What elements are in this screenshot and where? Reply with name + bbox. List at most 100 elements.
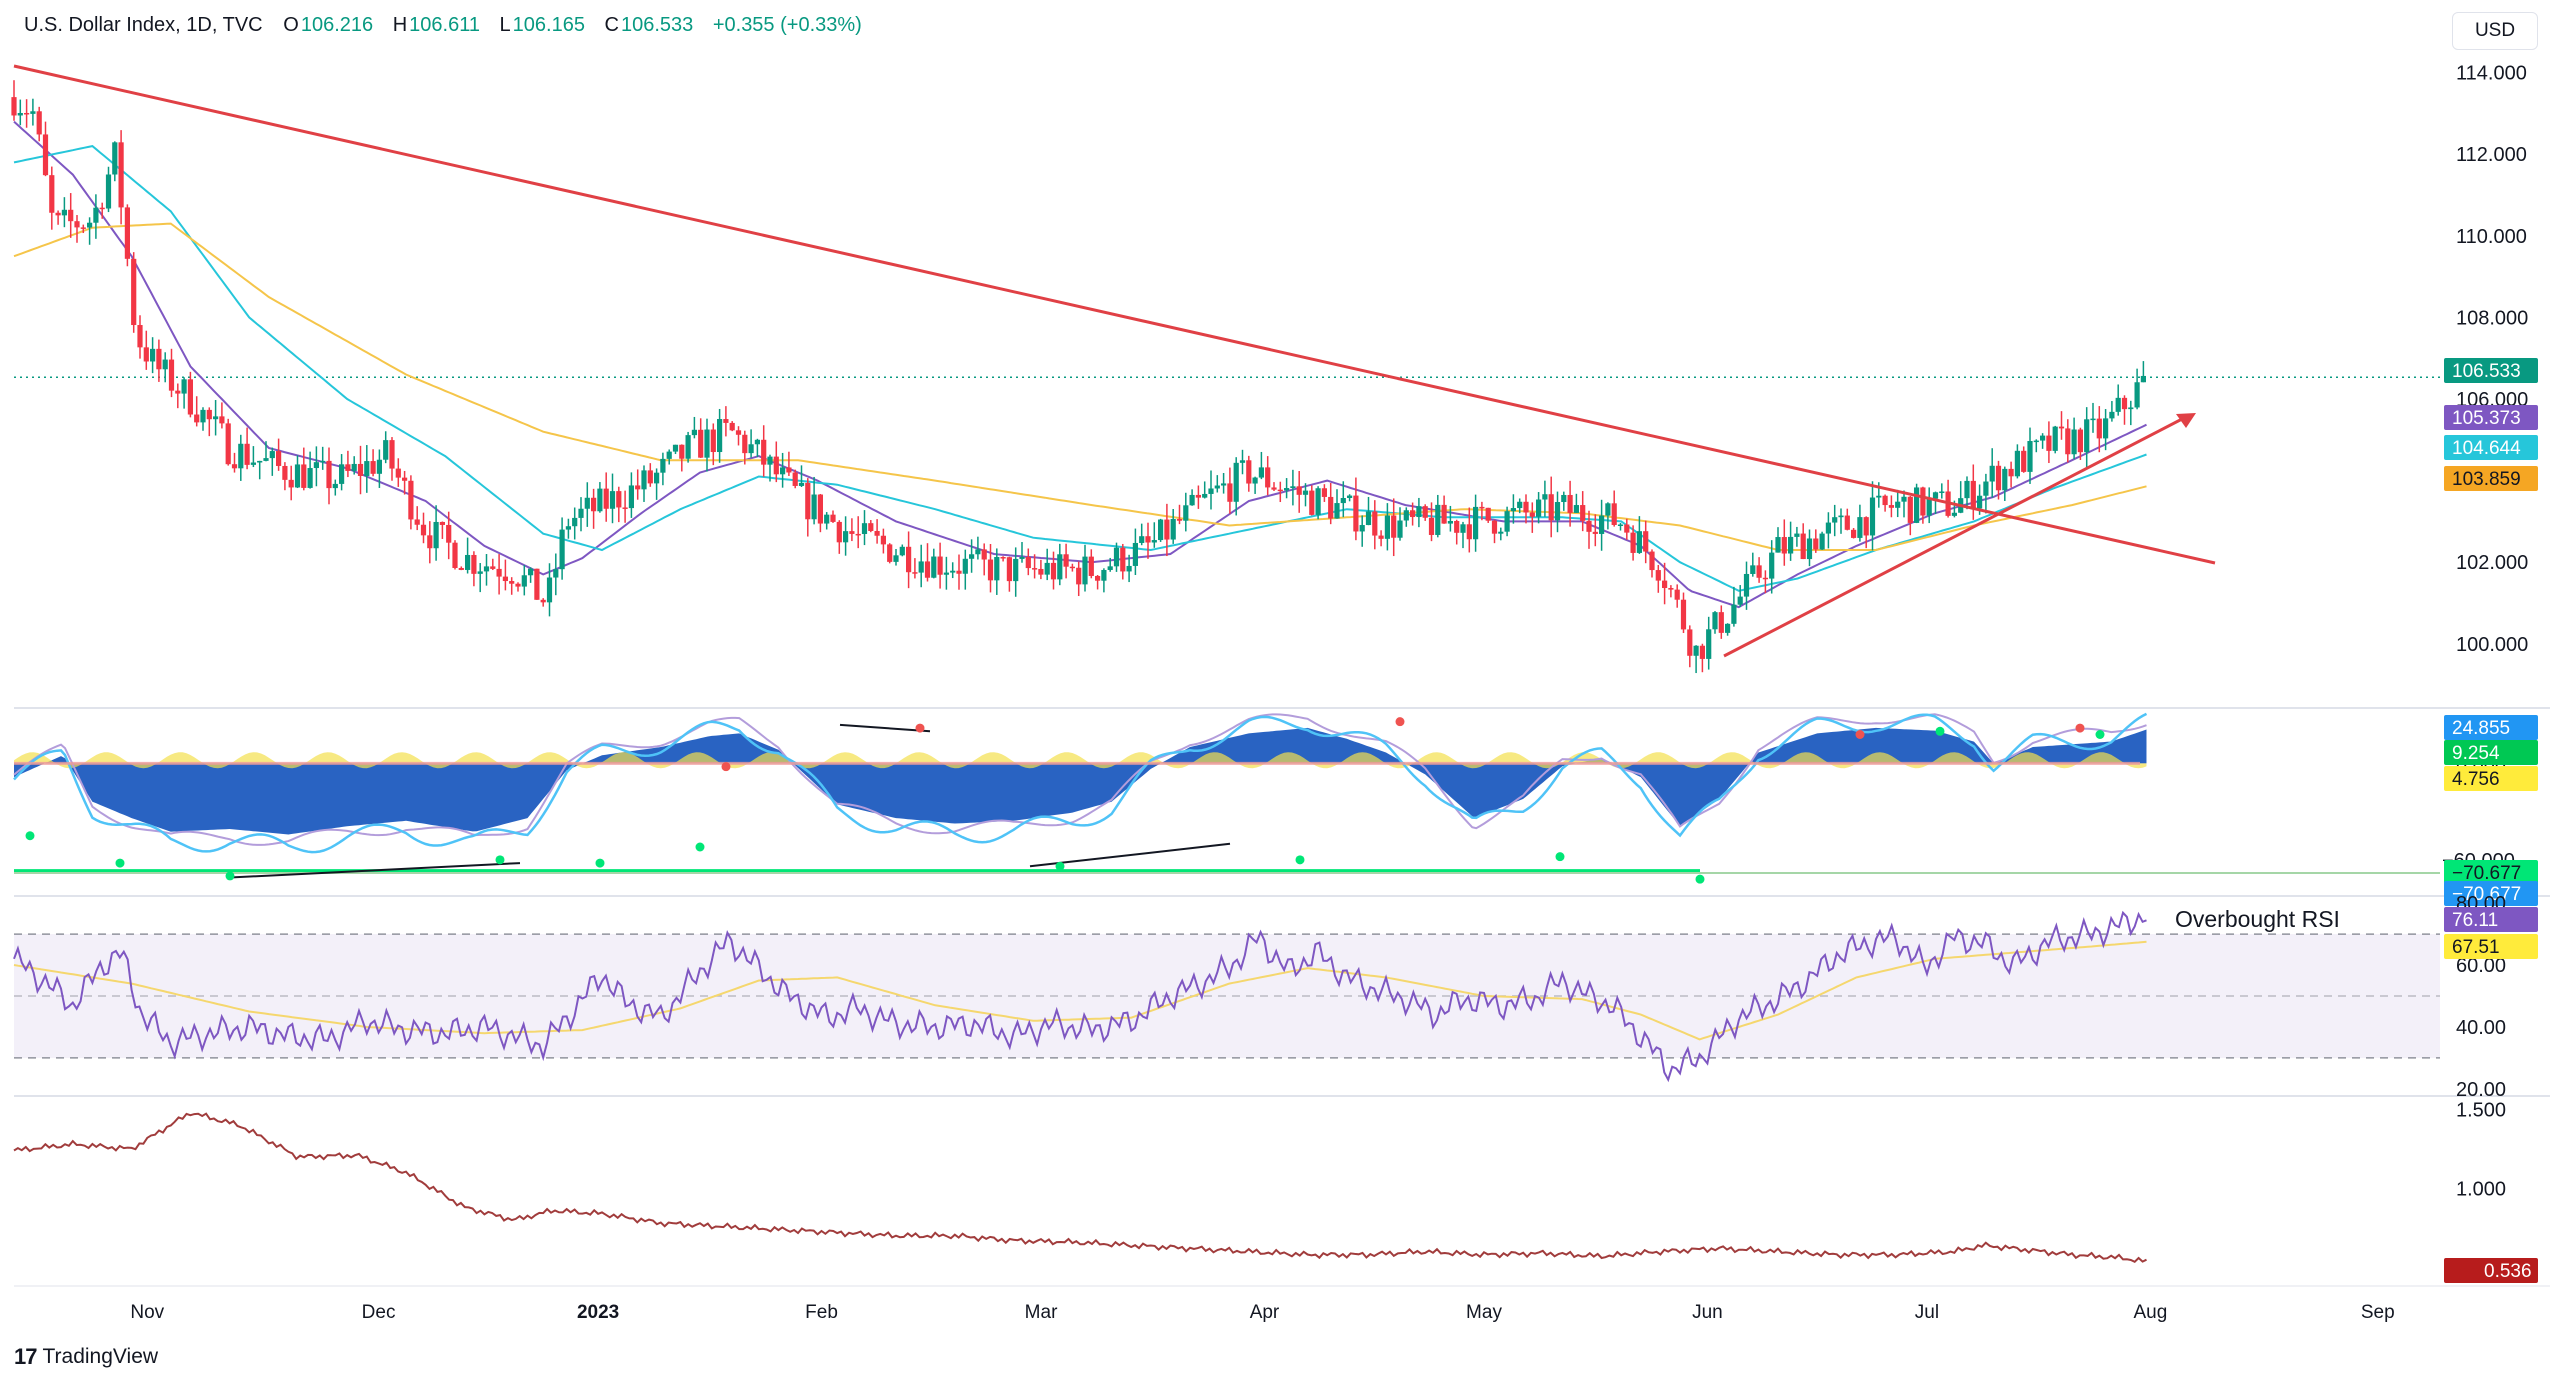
candle-body bbox=[1762, 577, 1768, 580]
candle-body bbox=[36, 111, 42, 135]
open-value: 106.216 bbox=[300, 14, 374, 36]
candle-body bbox=[1825, 522, 1831, 534]
candle-body bbox=[332, 483, 338, 489]
oscillator-signal-line bbox=[13, 713, 2147, 846]
candle-body bbox=[465, 554, 471, 570]
candle-body bbox=[603, 488, 609, 509]
candle-body bbox=[439, 521, 445, 525]
candle-body bbox=[452, 542, 458, 568]
candle-body bbox=[1630, 532, 1636, 553]
candle-body bbox=[1907, 496, 1913, 523]
candle-body bbox=[1321, 488, 1327, 497]
candle-body bbox=[1970, 480, 1976, 509]
divergence-line-1 bbox=[229, 862, 521, 879]
candle-body bbox=[666, 451, 672, 459]
candle-body bbox=[843, 531, 849, 543]
candle-body bbox=[288, 479, 294, 488]
low-value: 106.165 bbox=[512, 14, 585, 36]
osc-value-badge bbox=[2444, 766, 2538, 791]
candle-body bbox=[1706, 629, 1712, 659]
candle-body bbox=[1315, 488, 1321, 515]
price-tick-label: 114.000 bbox=[2456, 63, 2527, 85]
candle-body bbox=[1800, 533, 1806, 560]
osc-value-label: 4.756 bbox=[2452, 769, 2500, 790]
candle-body bbox=[2134, 382, 2140, 408]
candle-body bbox=[1680, 599, 1687, 630]
open-label: O bbox=[283, 14, 299, 36]
time-tick-label: Dec bbox=[362, 1302, 396, 1323]
candle-body bbox=[635, 485, 641, 490]
candle-body bbox=[1296, 486, 1302, 495]
candle-body bbox=[855, 533, 861, 536]
candle-body bbox=[257, 460, 263, 463]
oscillator-signal-dot bbox=[695, 842, 705, 852]
candle-body bbox=[1592, 531, 1598, 534]
candle-body bbox=[1939, 491, 1945, 493]
oscillator-signal-dot bbox=[25, 831, 35, 841]
candle-body bbox=[55, 212, 61, 216]
candle-body bbox=[502, 576, 508, 582]
candle-body bbox=[200, 409, 206, 423]
candle-body bbox=[565, 526, 571, 530]
divergence-line-2 bbox=[1029, 842, 1231, 868]
candle-body bbox=[74, 221, 80, 228]
candle-body bbox=[1233, 462, 1239, 502]
candle-body bbox=[1176, 519, 1183, 521]
candle-body bbox=[515, 583, 521, 587]
candle-body bbox=[1806, 538, 1813, 560]
candle-body bbox=[1107, 566, 1113, 570]
candle-body bbox=[156, 348, 162, 370]
candle-body bbox=[1044, 562, 1050, 575]
rsi-band-fill bbox=[14, 934, 2440, 1058]
candle-body bbox=[937, 556, 943, 575]
candle-body bbox=[1460, 524, 1466, 533]
candle-body bbox=[1731, 604, 1737, 624]
tradingview-brand[interactable]: 17 TradingView bbox=[14, 1344, 158, 1370]
candle-body bbox=[679, 444, 685, 459]
candle-body bbox=[339, 464, 345, 484]
candle-body bbox=[717, 419, 723, 453]
candle-body bbox=[1410, 510, 1416, 518]
osc-value-badge bbox=[2444, 860, 2538, 885]
candle-body bbox=[1725, 623, 1731, 633]
currency-button[interactable]: USD bbox=[2452, 12, 2538, 50]
candle-body bbox=[2096, 418, 2102, 439]
candle-body bbox=[950, 570, 956, 573]
rsi-value-label: 67.51 bbox=[2452, 937, 2500, 958]
candle-body bbox=[1995, 465, 2002, 491]
candle-body bbox=[1756, 565, 1762, 578]
candle-body bbox=[2033, 440, 2039, 443]
candle-body bbox=[1378, 535, 1384, 539]
candle-body bbox=[1164, 519, 1170, 540]
candle-body bbox=[2121, 397, 2128, 410]
vol-tick-label: 1.000 bbox=[2456, 1178, 2506, 1200]
symbol-title[interactable]: U.S. Dollar Index, 1D, TVC bbox=[24, 14, 263, 36]
low-label: L bbox=[499, 14, 511, 36]
candle-body bbox=[906, 546, 912, 573]
candle-body bbox=[1384, 515, 1390, 539]
candle-body bbox=[1876, 495, 1882, 498]
candle-body bbox=[1221, 483, 1227, 486]
candle-body bbox=[1536, 499, 1542, 517]
candle-body bbox=[1170, 519, 1176, 540]
candle-body bbox=[2090, 418, 2096, 421]
candle-body bbox=[1983, 481, 1989, 496]
candle-body bbox=[49, 175, 55, 213]
candle-body bbox=[609, 491, 616, 509]
tradingview-logo-icon: 17 bbox=[14, 1344, 38, 1369]
candle-body bbox=[87, 222, 93, 228]
candle-body bbox=[1473, 506, 1479, 540]
oscillator-signal-dot bbox=[1295, 855, 1305, 865]
candle-body bbox=[704, 429, 710, 458]
candle-body bbox=[2052, 426, 2058, 451]
candle-body bbox=[1838, 515, 1844, 518]
candle-body bbox=[1006, 557, 1012, 582]
tradingview-name: TradingView bbox=[42, 1345, 159, 1368]
candle-body bbox=[1466, 524, 1472, 540]
candle-body bbox=[42, 134, 49, 176]
candle-body bbox=[830, 514, 836, 522]
candle-body bbox=[861, 523, 868, 535]
candle-body bbox=[231, 464, 238, 469]
price-tick-label: 102.000 bbox=[2456, 552, 2528, 574]
